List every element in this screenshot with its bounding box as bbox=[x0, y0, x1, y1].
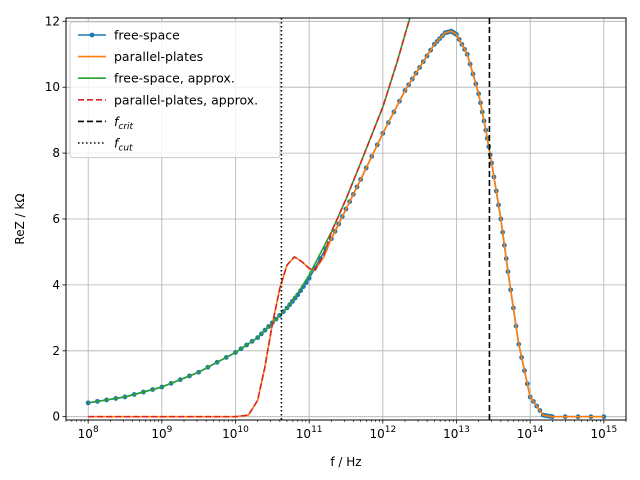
y-tick-label: 8 bbox=[52, 146, 60, 160]
x-tick-base: 10 bbox=[369, 427, 384, 441]
series-marker-0 bbox=[601, 414, 607, 420]
x-tick-label: 1012 bbox=[369, 425, 396, 441]
x-tick-base: 10 bbox=[296, 427, 311, 441]
x-tick-exponent: 10 bbox=[237, 425, 249, 435]
legend-label: fcrit bbox=[114, 114, 134, 132]
legend-label: parallel-plates bbox=[114, 49, 203, 64]
y-tick-label: 0 bbox=[52, 410, 60, 424]
x-tick-base: 10 bbox=[151, 427, 166, 441]
y-tick-label: 6 bbox=[52, 212, 60, 226]
x-tick-label: 1014 bbox=[517, 425, 544, 441]
x-tick-base: 10 bbox=[517, 427, 532, 441]
plot-area bbox=[85, 18, 607, 420]
y-tick-label: 4 bbox=[52, 278, 60, 292]
legend-label-sub: cut bbox=[118, 144, 133, 154]
legend-marker bbox=[89, 32, 95, 38]
x-tick-base: 10 bbox=[590, 427, 605, 441]
y-axis-label: ReZ / kΩ bbox=[13, 193, 27, 244]
y-tick-label: 2 bbox=[52, 344, 60, 358]
x-tick-exponent: 8 bbox=[93, 425, 99, 435]
x-tick-exponent: 14 bbox=[532, 425, 544, 435]
legend-label-main: f bbox=[114, 114, 120, 129]
x-tick-exponent: 13 bbox=[458, 425, 469, 435]
x-tick-exponent: 9 bbox=[167, 425, 173, 435]
x-tick-exponent: 11 bbox=[311, 425, 322, 435]
x-tick-label: 108 bbox=[78, 425, 99, 441]
x-tick-exponent: 12 bbox=[385, 425, 396, 435]
x-tick-label: 109 bbox=[151, 425, 172, 441]
legend-label-main: f bbox=[114, 136, 120, 151]
legend-label: fcut bbox=[114, 136, 133, 154]
x-axis-label: f / Hz bbox=[330, 455, 361, 469]
y-tick-label: 10 bbox=[45, 80, 60, 94]
x-tick-base: 10 bbox=[443, 427, 458, 441]
series-line-3 bbox=[88, 18, 411, 418]
x-tick-label: 1011 bbox=[296, 425, 323, 441]
legend-label: free-space, approx. bbox=[114, 71, 235, 86]
legend: free-space parallel-plates free-space, app… bbox=[69, 21, 281, 159]
x-tick-exponent: 15 bbox=[606, 425, 617, 435]
legend-label: parallel-plates, approx. bbox=[114, 92, 258, 107]
x-tick-base: 10 bbox=[222, 427, 237, 441]
x-tick-label: 1010 bbox=[222, 425, 249, 441]
legend-label: free-space bbox=[114, 28, 180, 43]
y-tick-label: 12 bbox=[45, 14, 60, 28]
legend-box bbox=[69, 21, 281, 159]
x-tick-base: 10 bbox=[78, 427, 93, 441]
series-marker-0 bbox=[85, 400, 91, 406]
legend-label-sub: crit bbox=[118, 122, 133, 132]
x-tick-label: 1013 bbox=[443, 425, 470, 441]
x-tick-label: 1015 bbox=[590, 425, 617, 441]
